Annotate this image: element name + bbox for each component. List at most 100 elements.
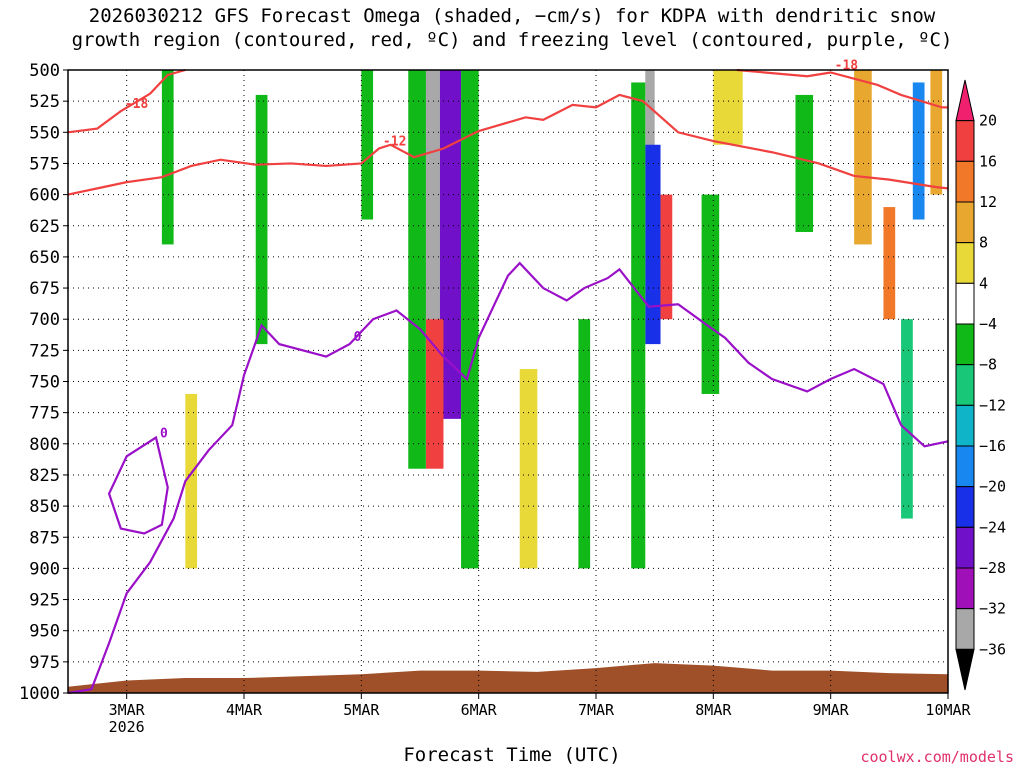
contour-label: -18 xyxy=(835,58,859,73)
omega-cell xyxy=(795,94,814,232)
terrain-area xyxy=(68,663,948,693)
dgz-contour xyxy=(736,68,948,109)
contour-label: -18 xyxy=(125,97,149,112)
y-tick-label: 650 xyxy=(29,248,60,268)
y-tick-label: 1000 xyxy=(19,684,60,704)
colorbar-segment xyxy=(955,364,975,406)
x-axis-label: Forecast Time (UTC) xyxy=(403,744,621,766)
y-tick-label: 750 xyxy=(29,373,60,393)
colorbar-segment xyxy=(955,160,975,203)
colorbar-label: 8 xyxy=(979,234,988,252)
omega-cell xyxy=(578,319,591,569)
colorbar-label: 12 xyxy=(979,193,997,211)
x-tick-label: 4MAR xyxy=(226,701,263,719)
colorbar-label: 20 xyxy=(979,112,997,130)
omega-cell xyxy=(645,144,661,345)
omega-cell xyxy=(645,70,655,170)
dgz-contour xyxy=(67,68,186,134)
x-tick-sublabel: 2026 xyxy=(109,718,145,736)
omega-cell xyxy=(930,70,943,195)
colorbar-segment xyxy=(955,404,975,447)
y-tick-label: 675 xyxy=(29,279,60,299)
chart-title: 2026030212 GFS Forecast Omega (shaded, −… xyxy=(0,4,1024,52)
colorbar-label: −36 xyxy=(979,640,1006,658)
omega-cell xyxy=(701,194,720,394)
y-tick-label: 725 xyxy=(29,341,60,361)
x-tick-label: 7MAR xyxy=(578,701,615,719)
y-tick-label: 950 xyxy=(29,622,60,642)
omega-cell xyxy=(912,82,925,220)
dgz-contour xyxy=(67,93,949,196)
omega-cell xyxy=(361,70,374,220)
omega-cell xyxy=(439,70,462,419)
x-tick-label: 9MAR xyxy=(813,701,850,719)
colorbar-segment xyxy=(955,79,975,122)
colorbar-segment xyxy=(955,608,975,650)
omega-cell xyxy=(185,393,198,569)
y-tick-label: 575 xyxy=(29,154,60,174)
colorbar-segment xyxy=(955,526,975,569)
contour-lines: -18 -18 -12 0 0 xyxy=(67,58,949,695)
colorbar-label: −4 xyxy=(979,315,997,333)
colorbar-segment xyxy=(955,201,975,244)
colorbar: 20 16 12 8 4 −4 −8 −12 −16 −20 −24 −28 −32 −36 xyxy=(955,79,1006,691)
colorbar-segment xyxy=(955,445,975,488)
colorbar-label: −32 xyxy=(979,600,1006,618)
x-tick-label: 6MAR xyxy=(461,701,498,719)
omega-cell xyxy=(901,319,913,519)
y-tick-label: 925 xyxy=(29,591,60,611)
credit-link[interactable]: coolwx.com/models xyxy=(860,748,1014,766)
y-tick-label: 800 xyxy=(29,435,60,455)
chart-title-line2: growth region (contoured, red, ºC) and f… xyxy=(71,29,953,51)
y-tick-label: 825 xyxy=(29,466,60,486)
y-tick-label: 550 xyxy=(29,123,60,143)
y-tick-label: 975 xyxy=(29,653,60,673)
colorbar-label: 4 xyxy=(979,274,988,292)
freezing-level-contour xyxy=(67,261,949,695)
y-tick-label: 875 xyxy=(29,528,60,548)
omega-cell xyxy=(519,369,538,569)
colorbar-segment xyxy=(955,282,975,325)
y-tick-label: 850 xyxy=(29,497,60,517)
colorbar-label: −20 xyxy=(979,478,1006,496)
omega-shading xyxy=(161,70,943,569)
colorbar-label: −16 xyxy=(979,437,1006,455)
freezing-level-blob xyxy=(107,435,169,535)
y-tick-label: 700 xyxy=(29,310,60,330)
omega-cell xyxy=(255,94,268,345)
omega-cell xyxy=(461,70,479,569)
y-tick-label: 500 xyxy=(29,61,60,81)
colorbar-label: −28 xyxy=(979,559,1006,577)
x-tick-label: 3MAR xyxy=(109,701,146,719)
x-tick-label: 10MAR xyxy=(925,701,971,719)
omega-cell xyxy=(883,207,896,320)
omega-cell xyxy=(713,70,743,145)
y-axis-ticks: 500 525 550 575 600 625 650 675 700 725 750 775 800 8… xyxy=(19,61,68,704)
grid-lines xyxy=(68,70,948,693)
colorbar-label: −8 xyxy=(979,356,997,374)
x-tick-label: 8MAR xyxy=(695,701,732,719)
colorbar-segment xyxy=(955,120,975,162)
chart-title-line1: 2026030212 GFS Forecast Omega (shaded, −… xyxy=(88,5,936,27)
omega-cell xyxy=(660,194,673,320)
colorbar-segment xyxy=(955,242,975,284)
y-tick-label: 900 xyxy=(29,559,60,579)
omega-cell xyxy=(854,70,872,245)
contour-label: -12 xyxy=(383,134,406,149)
x-tick-label: 5MAR xyxy=(343,701,380,719)
colorbar-segment xyxy=(955,486,975,528)
terrain-fill xyxy=(68,663,948,693)
omega-cell xyxy=(631,82,646,569)
colorbar-segment xyxy=(955,648,975,691)
colorbar-label: 16 xyxy=(979,152,997,170)
y-tick-label: 525 xyxy=(29,92,60,112)
y-tick-label: 775 xyxy=(29,404,60,424)
contour-label: 0 xyxy=(160,427,168,442)
colorbar-label: −12 xyxy=(979,396,1006,414)
y-tick-label: 625 xyxy=(29,217,60,237)
colorbar-segment xyxy=(955,567,975,610)
contour-label: 0 xyxy=(354,330,362,345)
colorbar-segment xyxy=(955,323,975,366)
